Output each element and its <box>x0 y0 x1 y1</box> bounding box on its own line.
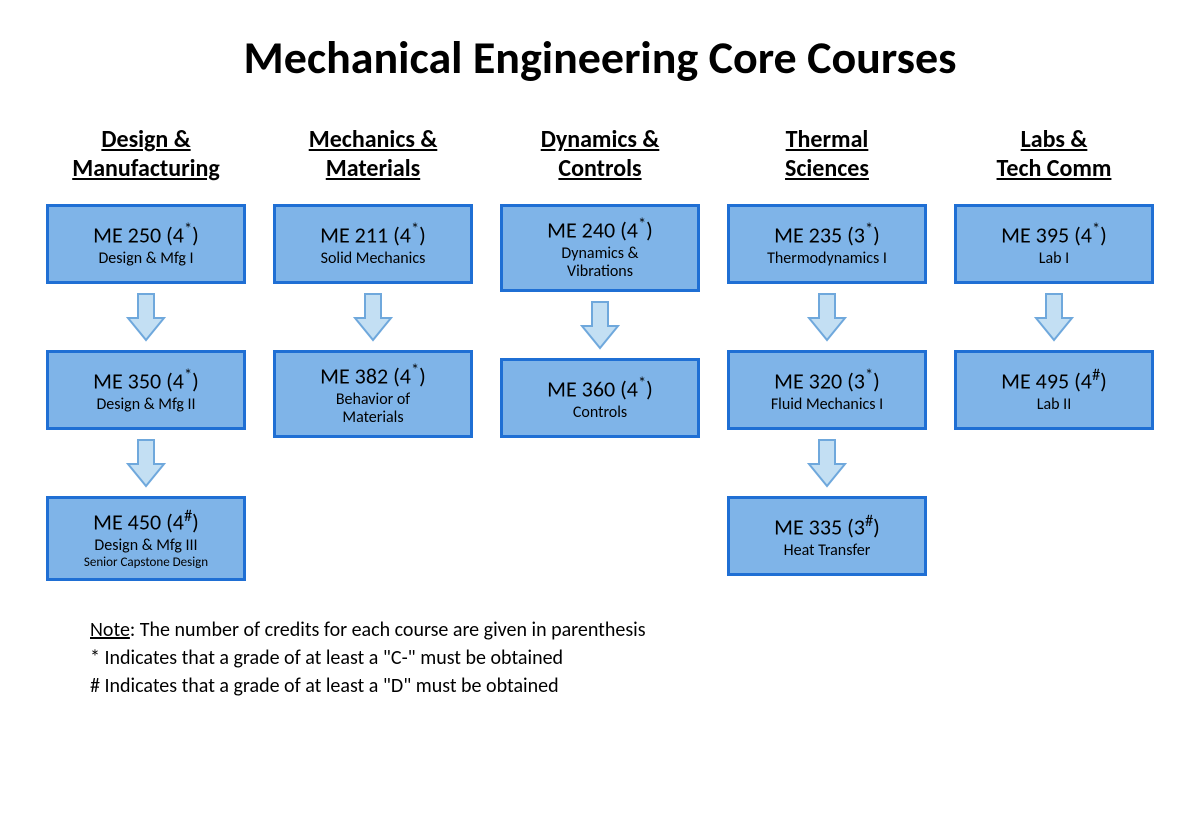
page-title: Mechanical Engineering Core Courses <box>30 30 1170 86</box>
course-box: ME 320 (3*) Fluid Mechanics I <box>727 350 927 430</box>
course-desc: Design & Mfg I <box>55 250 237 268</box>
course-box: ME 450 (4#) Design & Mfg IIISenior Capsto… <box>46 496 246 581</box>
column-header: Labs &Tech Comm <box>997 126 1112 184</box>
course-code: ME 350 (4*) <box>55 366 237 394</box>
course-code: ME 240 (4*) <box>509 215 691 243</box>
note-line1-text: : The number of credits for each course … <box>130 618 646 642</box>
course-code: ME 235 (3*) <box>736 220 918 248</box>
course-code: ME 211 (4*) <box>282 220 464 248</box>
down-arrow-icon <box>126 438 166 488</box>
course-desc: Lab I <box>963 250 1145 268</box>
course-desc: Lab II <box>963 396 1145 414</box>
course-box: ME 495 (4#) Lab II <box>954 350 1154 430</box>
course-box: ME 395 (4*) Lab I <box>954 204 1154 284</box>
course-desc: Design & Mfg III <box>55 537 237 555</box>
down-arrow-icon <box>353 292 393 342</box>
course-code: ME 450 (4#) <box>55 507 237 535</box>
course-box: ME 211 (4*) Solid Mechanics <box>273 204 473 284</box>
down-arrow-icon <box>807 438 847 488</box>
course-desc-secondary: Senior Capstone Design <box>55 556 237 570</box>
column: Mechanics &Materials ME 211 (4*) Solid Mec… <box>267 126 479 581</box>
down-arrow-icon <box>807 292 847 342</box>
column-header: Design &Manufacturing <box>72 126 220 184</box>
course-box: ME 350 (4*) Design & Mfg II <box>46 350 246 430</box>
column-header: Mechanics &Materials <box>309 126 438 184</box>
columns-container: Design &Manufacturing ME 250 (4*) Design &… <box>30 126 1170 581</box>
course-code: ME 495 (4#) <box>963 366 1145 394</box>
note-line-2: * Indicates that a grade of at least a "… <box>90 644 1170 672</box>
note-label: Note <box>90 618 130 642</box>
course-desc: Solid Mechanics <box>282 250 464 268</box>
note-line-3: # Indicates that a grade of at least a "… <box>90 672 1170 700</box>
course-desc: Behavior ofMaterials <box>282 391 464 428</box>
course-desc: Controls <box>509 404 691 422</box>
course-desc: Fluid Mechanics I <box>736 396 918 414</box>
down-arrow-icon <box>126 292 166 342</box>
course-desc: Heat Transfer <box>736 542 918 560</box>
column: Labs &Tech Comm ME 395 (4*) Lab I ME 495 (… <box>948 126 1160 581</box>
course-box: ME 360 (4*) Controls <box>500 358 700 438</box>
course-code: ME 360 (4*) <box>509 374 691 402</box>
notes-section: Note: The number of credits for each cou… <box>30 616 1170 700</box>
column-header: ThermalSciences <box>785 126 869 184</box>
column-header: Dynamics &Controls <box>541 126 660 184</box>
column: ThermalSciences ME 235 (3*) Thermodynamics… <box>721 126 933 581</box>
course-code: ME 335 (3#) <box>736 512 918 540</box>
course-box: ME 240 (4*)Dynamics &Vibrations <box>500 204 700 292</box>
course-desc: Thermodynamics I <box>736 250 918 268</box>
note-line-1: Note: The number of credits for each cou… <box>90 616 1170 644</box>
course-desc: Dynamics &Vibrations <box>509 245 691 282</box>
down-arrow-icon <box>580 300 620 350</box>
course-code: ME 250 (4*) <box>55 220 237 248</box>
down-arrow-icon <box>1034 292 1074 342</box>
course-box: ME 250 (4*) Design & Mfg I <box>46 204 246 284</box>
course-code: ME 320 (3*) <box>736 366 918 394</box>
course-desc: Design & Mfg II <box>55 396 237 414</box>
course-box: ME 235 (3*) Thermodynamics I <box>727 204 927 284</box>
column: Dynamics &Controls ME 240 (4*)Dynamics &V… <box>494 126 706 581</box>
course-code: ME 395 (4*) <box>963 220 1145 248</box>
course-code: ME 382 (4*) <box>282 361 464 389</box>
column: Design &Manufacturing ME 250 (4*) Design &… <box>40 126 252 581</box>
course-box: ME 335 (3#) Heat Transfer <box>727 496 927 576</box>
course-box: ME 382 (4*)Behavior ofMaterials <box>273 350 473 438</box>
